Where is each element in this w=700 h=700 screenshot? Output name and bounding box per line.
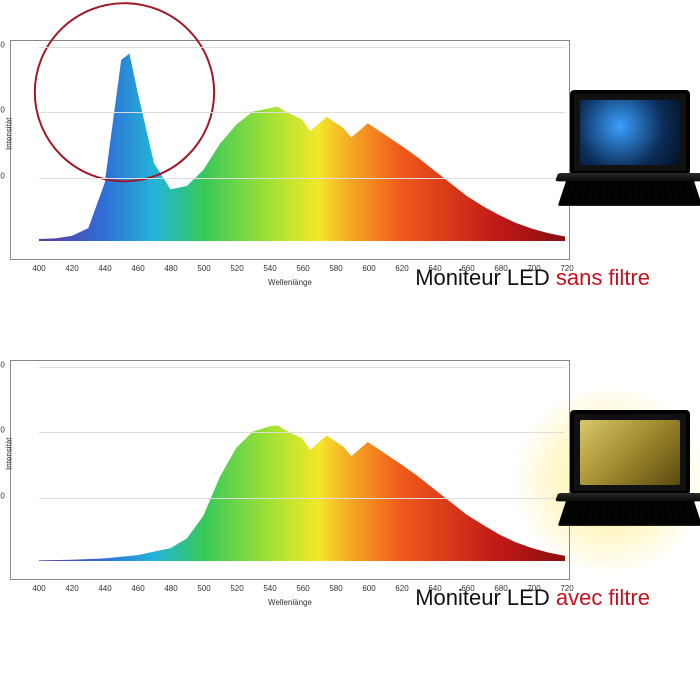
x-tick-label: 560	[296, 584, 309, 593]
laptop-screen	[570, 90, 690, 175]
y-tick-label: 3000	[0, 41, 5, 50]
caption-main: Moniteur LED	[415, 585, 556, 610]
x-tick-label: 480	[164, 264, 177, 273]
laptop-illustration	[550, 410, 700, 560]
panel-no-filter: Intensität Wellenlänge 10002000300040042…	[10, 40, 690, 310]
page: Intensität Wellenlänge 1000 2000 3000 400 42…	[0, 0, 700, 700]
x-tick-label: 520	[230, 584, 243, 593]
x-tick-label: 500	[197, 584, 210, 593]
x-tick-label: 620	[395, 584, 408, 593]
chart-with-filter: Intensität Wellenlänge 10002000300040042…	[10, 360, 570, 580]
x-tick-label: 540	[263, 264, 276, 273]
x-tick-label: 560	[296, 264, 309, 273]
x-tick-label: 620	[395, 264, 408, 273]
caption-accent: avec filtre	[556, 585, 650, 610]
chart-no-filter: Intensität Wellenlänge 10002000300040042…	[10, 40, 570, 260]
spectrum-curve	[39, 367, 565, 561]
gridline	[39, 367, 565, 368]
gridline	[39, 498, 565, 499]
x-tick-label: 420	[65, 264, 78, 273]
x-tick-label: 600	[362, 584, 375, 593]
gridline	[39, 432, 565, 433]
y-tick-label: 1000	[0, 491, 5, 500]
spectrum-area	[39, 53, 565, 241]
x-tick-label: 600	[362, 264, 375, 273]
x-tick-label: 500	[197, 264, 210, 273]
y-tick-label: 1000	[0, 171, 5, 180]
spectrum-curve	[39, 47, 565, 241]
laptop-screen	[570, 410, 690, 495]
caption-accent: sans filtre	[556, 265, 650, 290]
laptop-screen-inner	[580, 420, 680, 485]
gridline	[39, 47, 565, 48]
x-tick-label: 520	[230, 264, 243, 273]
y-axis-label: Intensität	[5, 438, 14, 470]
laptop-base	[555, 173, 700, 181]
panel-with-filter: Intensität Wellenlänge 10002000300040042…	[10, 360, 690, 630]
caption-main: Moniteur LED	[415, 265, 556, 290]
plot-area	[39, 47, 565, 241]
x-tick-label: 440	[98, 584, 111, 593]
x-axis-label: Wellenlänge	[268, 598, 312, 607]
laptop-screen-inner	[580, 100, 680, 165]
x-tick-label: 580	[329, 264, 342, 273]
plot-area	[39, 367, 565, 561]
caption-with-filter: Moniteur LED avec filtre	[415, 585, 650, 611]
x-tick-label: 480	[164, 584, 177, 593]
x-tick-label: 400	[32, 584, 45, 593]
spectrum-area	[39, 425, 565, 561]
x-axis-label: Wellenlänge	[268, 278, 312, 287]
y-tick-label: 3000	[0, 361, 5, 370]
gridline	[39, 178, 565, 179]
caption-no-filter: Moniteur LED sans filtre	[415, 265, 650, 291]
x-tick-label: 580	[329, 584, 342, 593]
x-tick-label: 460	[131, 264, 144, 273]
x-tick-label: 460	[131, 584, 144, 593]
gridline	[39, 112, 565, 113]
x-tick-label: 540	[263, 584, 276, 593]
laptop-illustration	[550, 90, 700, 240]
x-tick-label: 440	[98, 264, 111, 273]
y-axis-label: Intensität	[5, 118, 14, 150]
x-tick-label: 420	[65, 584, 78, 593]
y-tick-label: 2000	[0, 426, 5, 435]
y-tick-label: 2000	[0, 106, 5, 115]
x-tick-label: 400	[32, 264, 45, 273]
